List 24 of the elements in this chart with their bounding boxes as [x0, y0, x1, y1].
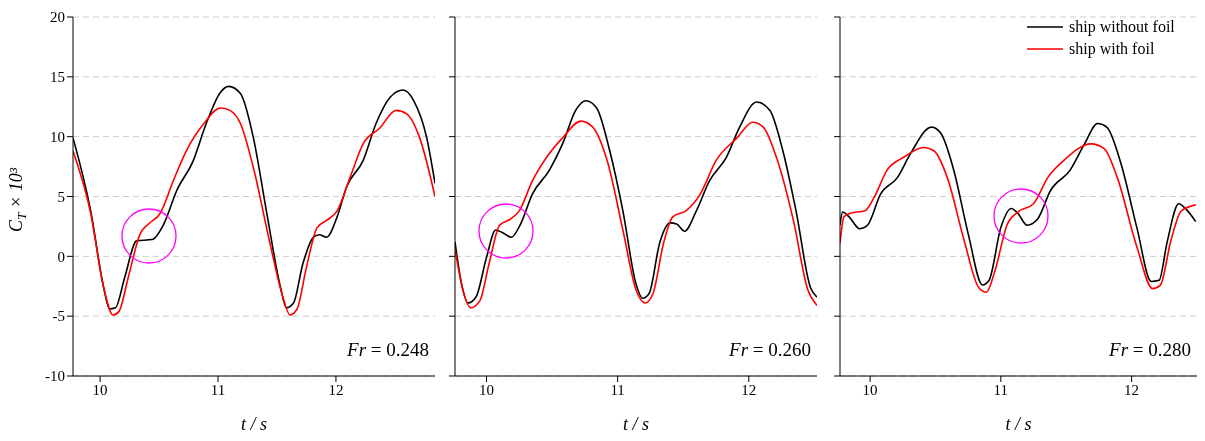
y-tick-label: 5 — [57, 188, 65, 205]
x-tick-label: 11 — [993, 381, 1009, 398]
annotation: Fr = 0.248 — [346, 339, 429, 360]
x-tick-label: 11 — [210, 381, 226, 398]
annotation: Fr = 0.260 — [728, 339, 811, 360]
x-tick-label: 11 — [610, 381, 625, 398]
y-tick-label: 20 — [50, 9, 65, 26]
x-axis-title: t / s — [622, 414, 650, 434]
y-tick-label: -5 — [52, 308, 65, 325]
x-tick-label: 12 — [328, 381, 344, 398]
x-axis-title: t / s — [1005, 414, 1032, 434]
x-tick-label: 10 — [92, 381, 108, 398]
x-tick-label: 12 — [1124, 381, 1140, 398]
x-tick-label: 12 — [741, 381, 757, 398]
y-tick-label: -10 — [45, 368, 65, 385]
y-tick-label: 0 — [57, 248, 65, 265]
y-tick-label: 10 — [50, 128, 65, 145]
annotation: Fr = 0.280 — [1108, 339, 1191, 360]
x-tick-label: 10 — [862, 381, 878, 398]
y-tick-label: 15 — [50, 69, 65, 86]
legend-label: ship with foil — [1069, 40, 1155, 58]
x-tick-label: 10 — [478, 381, 494, 398]
legend-label: ship without foil — [1069, 18, 1176, 36]
x-axis-title: t / s — [240, 414, 268, 434]
